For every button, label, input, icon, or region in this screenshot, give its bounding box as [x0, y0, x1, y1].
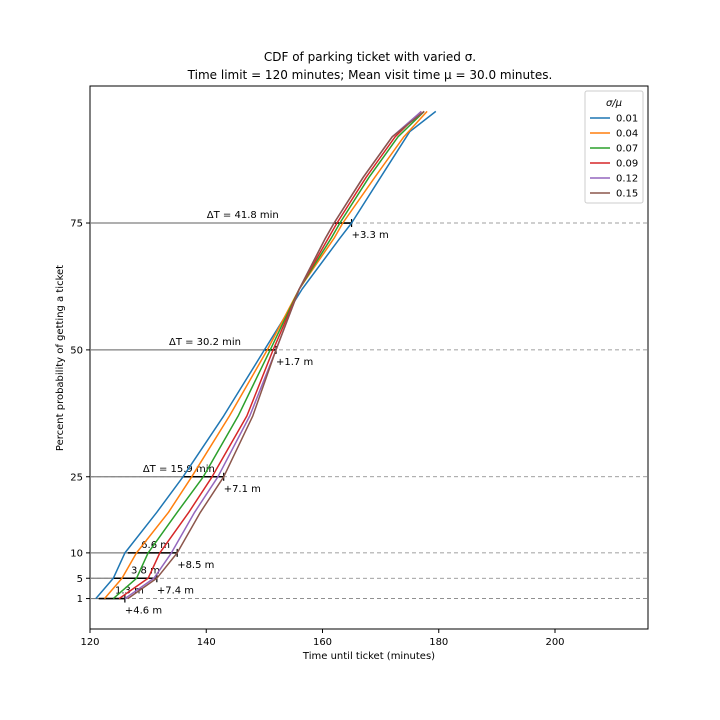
y-tick-label: 75: [70, 219, 83, 230]
legend-label: 0.09: [616, 159, 638, 170]
y-tick-label: 50: [70, 345, 83, 356]
legend-label: 0.04: [616, 129, 638, 140]
series-line-0.09: [118, 110, 422, 600]
x-tick-label: 160: [313, 637, 332, 648]
chart-title-line1: CDF of parking ticket with varied σ.: [264, 50, 476, 64]
spread-label: 3.8 m: [131, 565, 160, 576]
legend-title: σ/μ: [606, 98, 622, 109]
spread-label: 6.6 m: [141, 540, 170, 551]
x-axis-label: Time until ticket (minutes): [302, 651, 435, 662]
annotation-layer: ΔT = 41.8 min +3.3 m ΔT = 30.2 min +1.7 m ΔT…: [90, 210, 389, 617]
spread-label: ΔT = 15.9 min: [143, 464, 215, 475]
series-line-0.04: [103, 110, 428, 600]
series-layer: [95, 110, 437, 600]
legend-label: 0.12: [616, 174, 638, 185]
series-line-0.01: [95, 110, 437, 600]
series-line-0.07: [112, 110, 425, 600]
spread-label: ΔT = 30.2 min: [169, 337, 241, 348]
delta-label: +7.4 m: [157, 585, 194, 596]
legend-label: 0.01: [616, 114, 638, 125]
legend: σ/μ 0.01 0.04 0.07 0.09 0.12 0.15: [584, 90, 644, 204]
x-ticks: 120 140 160 180 200: [80, 629, 565, 648]
delta-label: +8.5 m: [177, 560, 214, 571]
x-tick-label: 200: [545, 637, 564, 648]
legend-label: 0.15: [616, 189, 638, 200]
y-axis-label: Percent probability of getting a ticket: [55, 265, 66, 451]
x-tick-label: 180: [429, 637, 448, 648]
y-tick-label: 1: [77, 594, 83, 605]
legend-label: 0.07: [616, 144, 638, 155]
y-tick-label: 5: [77, 574, 83, 585]
legend-box: [584, 90, 644, 204]
y-ticks: 1 5 10 25 50 75: [70, 219, 90, 605]
x-tick-label: 120: [80, 637, 99, 648]
delta-label: +3.3 m: [352, 230, 389, 241]
y-tick-label: 10: [70, 548, 83, 559]
x-tick-label: 140: [197, 637, 216, 648]
delta-label: +1.7 m: [276, 357, 313, 368]
delta-label: +7.1 m: [224, 484, 261, 495]
legend-items: 0.01 0.04 0.07 0.09 0.12 0.15: [590, 114, 638, 200]
spread-label: ΔT = 41.8 min: [207, 210, 279, 221]
y-tick-label: 25: [70, 472, 83, 483]
delta-label: +4.6 m: [125, 606, 162, 617]
series-line-0.15: [127, 110, 425, 600]
chart-title-line2: Time limit = 120 minutes; Mean visit tim…: [187, 68, 553, 82]
